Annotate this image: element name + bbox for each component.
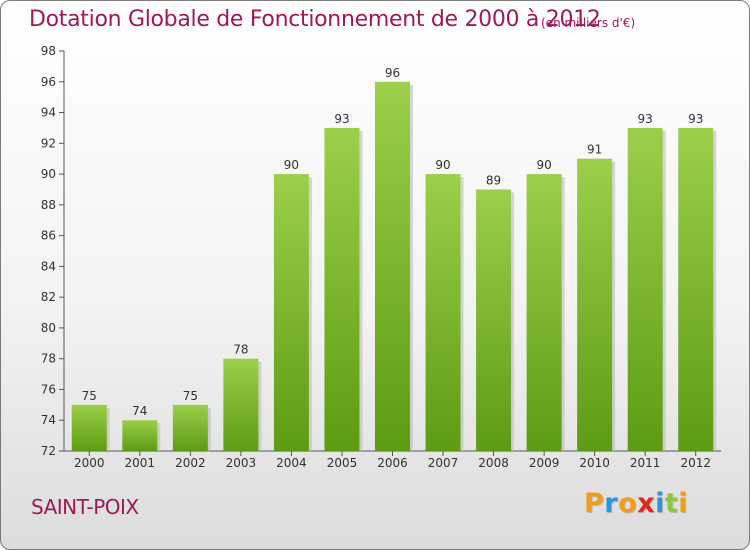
- y-tick-label: 92: [41, 136, 56, 150]
- y-tick-label: 94: [41, 106, 56, 120]
- x-tick-label: 2012: [680, 456, 711, 470]
- y-tick-label: 80: [41, 321, 56, 335]
- bar-2009: [526, 174, 562, 452]
- y-tick-label: 76: [41, 382, 56, 396]
- x-tick-label: 2011: [630, 456, 661, 470]
- data-label: 90: [284, 158, 299, 172]
- data-label: 93: [688, 112, 703, 126]
- data-label: 90: [435, 158, 450, 172]
- x-tick-label: 2005: [327, 456, 358, 470]
- y-tick-label: 98: [41, 44, 56, 58]
- y-tick-label: 82: [41, 290, 56, 304]
- bar-2010: [577, 158, 613, 451]
- x-tick-label: 2004: [276, 456, 307, 470]
- data-label: 75: [82, 389, 97, 403]
- data-label: 91: [587, 143, 602, 157]
- data-label: 90: [536, 158, 551, 172]
- logo-letter: i: [655, 488, 665, 519]
- data-label: 74: [132, 404, 147, 418]
- data-label: 89: [486, 173, 501, 187]
- logo-letter: x: [637, 488, 656, 519]
- y-tick-label: 86: [41, 229, 56, 243]
- proxiti-logo: Proxiti: [584, 488, 688, 519]
- logo-letter: t: [664, 488, 679, 519]
- bar-2002: [172, 404, 208, 451]
- data-label: 75: [183, 389, 198, 403]
- y-tick-label: 78: [41, 352, 56, 366]
- bar-2001: [122, 420, 158, 451]
- y-tick-label: 84: [41, 259, 56, 273]
- x-tick-label: 2007: [428, 456, 459, 470]
- chart-subtitle: (en milliers d'€): [541, 16, 636, 30]
- logo-letter: P: [584, 488, 605, 519]
- x-tick-label: 2003: [226, 456, 257, 470]
- x-tick-label: 2000: [74, 456, 105, 470]
- place-name: SAINT-POIX: [31, 495, 139, 519]
- bar-2004: [273, 174, 309, 452]
- y-tick-label: 96: [41, 75, 56, 89]
- bar-2006: [375, 81, 410, 452]
- bar-2012: [678, 127, 714, 451]
- data-label: 96: [385, 66, 400, 80]
- logo-letter: r: [604, 488, 619, 519]
- data-label: 78: [233, 343, 248, 357]
- logo-letter: i: [678, 488, 689, 519]
- chart-bars: 75 74 75 78 90 93 96 90 89 90 91 93 93: [71, 66, 717, 452]
- x-tick-label: 2001: [125, 456, 156, 470]
- bar-2008: [476, 189, 512, 451]
- y-tick-label: 88: [41, 198, 56, 212]
- chart-title: Dotation Globale de Fonctionnement de 20…: [29, 7, 601, 32]
- x-tick-label: 2008: [478, 456, 509, 470]
- bar-2000: [71, 404, 107, 451]
- data-label: 93: [638, 112, 653, 126]
- x-tick-label: 2010: [579, 456, 610, 470]
- chart-axes: 72 74 76 78 80 82 84 86 88 90 92 94 96 98 2000 2001 2002…: [41, 44, 721, 470]
- bar-2005: [324, 127, 360, 451]
- data-label: 93: [334, 112, 349, 126]
- x-tick-label: 2006: [377, 456, 408, 470]
- x-tick-label: 2009: [529, 456, 560, 470]
- bar-2011: [627, 127, 663, 451]
- logo-letter: o: [618, 488, 638, 519]
- y-tick-label: 90: [41, 167, 56, 181]
- y-tick-label: 74: [41, 413, 56, 427]
- x-tick-label: 2002: [175, 456, 206, 470]
- bar-2007: [425, 174, 461, 452]
- bar-2003: [223, 358, 259, 451]
- y-tick-label: 72: [41, 444, 56, 458]
